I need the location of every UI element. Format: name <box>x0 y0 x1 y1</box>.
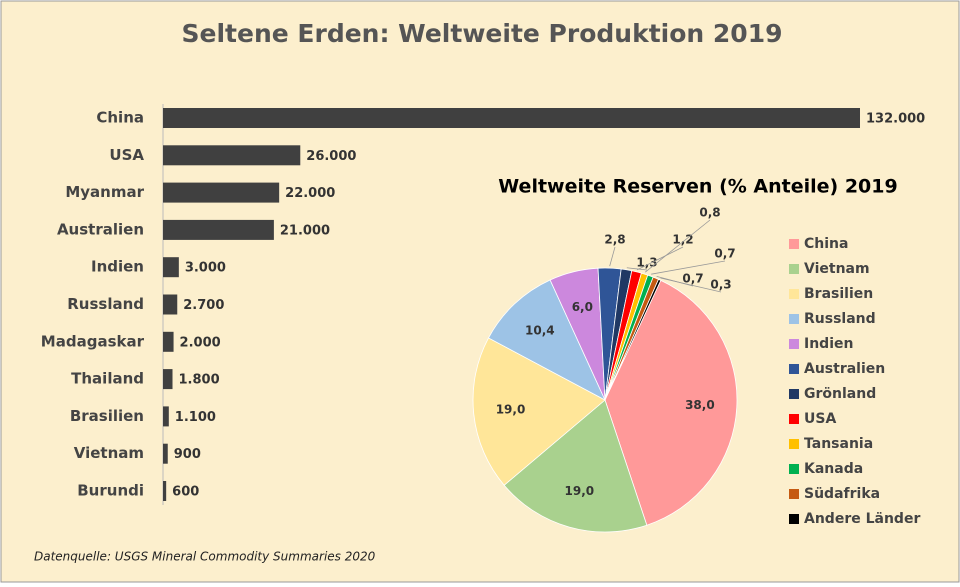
pie-title: Weltweite Reserven (% Anteile) 2019 <box>498 176 897 198</box>
legend-swatch <box>789 314 799 324</box>
legend-label: Indien <box>804 336 853 352</box>
leader-line <box>636 246 684 271</box>
category-label: USA <box>109 146 144 164</box>
legend-label: Australien <box>804 361 885 377</box>
category-label: Brasilien <box>70 407 144 425</box>
leader-line <box>660 277 722 293</box>
category-label: Russland <box>67 295 144 313</box>
value-label: 21.000 <box>280 223 330 238</box>
legend-label: USA <box>804 411 836 427</box>
bar <box>163 182 280 203</box>
bar <box>163 108 860 128</box>
value-label: 1.800 <box>179 373 220 388</box>
legend-swatch <box>789 514 799 524</box>
value-label: 19,0 <box>565 484 595 498</box>
value-label: 132.000 <box>866 112 925 127</box>
chart-title: Seltene Erden: Weltweite Produktion 2019 <box>182 19 783 48</box>
category-label: Thailand <box>71 370 144 388</box>
bar <box>163 331 174 352</box>
legend-label: Tansania <box>804 436 873 452</box>
pie-slice <box>503 399 648 533</box>
value-label: 900 <box>174 447 201 462</box>
legend-swatch <box>789 289 799 299</box>
value-label: 2.700 <box>183 298 224 313</box>
leader-line <box>609 246 616 267</box>
legend-swatch <box>789 364 799 374</box>
leader-line <box>644 219 711 273</box>
pie-slice <box>487 279 606 401</box>
value-label: 1,3 <box>636 256 657 270</box>
value-label: 3.000 <box>185 261 226 276</box>
value-label: 26.000 <box>306 149 356 164</box>
legend-label: Grönland <box>804 386 876 402</box>
legend-swatch <box>789 239 799 249</box>
value-label: 0,3 <box>710 278 731 292</box>
legend-swatch <box>789 389 799 399</box>
value-label: 2.000 <box>180 335 221 350</box>
bar <box>163 145 301 166</box>
bar <box>163 369 173 390</box>
legend-swatch <box>789 489 799 499</box>
category-label: Vietnam <box>74 444 144 462</box>
pie-slice <box>604 278 662 401</box>
legend-label: Kanada <box>804 461 863 477</box>
value-label: 0,7 <box>682 272 703 286</box>
pie-slice <box>604 279 738 526</box>
value-label: 0,8 <box>699 206 720 220</box>
legend-swatch <box>789 264 799 274</box>
legend-label: Andere Länder <box>804 511 920 527</box>
value-label: 19,0 <box>496 403 526 417</box>
value-label: 38,0 <box>685 398 715 412</box>
legend-label: China <box>804 236 848 252</box>
legend-label: Vietnam <box>804 261 870 277</box>
value-label: 600 <box>172 485 199 500</box>
legend-swatch <box>789 439 799 449</box>
value-label: 1,2 <box>672 233 693 247</box>
legend-label: Brasilien <box>804 286 873 302</box>
value-label: 0,7 <box>714 247 735 261</box>
value-label: 1.100 <box>175 410 216 425</box>
bar <box>163 406 169 427</box>
legend-label: Südafrika <box>804 486 880 502</box>
leader-line <box>626 267 648 271</box>
bar <box>163 219 274 240</box>
legend-swatch <box>789 414 799 424</box>
value-label: 10,4 <box>525 323 555 337</box>
pie-slice <box>472 337 606 486</box>
category-label: Burundi <box>77 482 144 500</box>
category-label: Indien <box>91 258 144 276</box>
bar <box>163 294 178 315</box>
category-label: Myanmar <box>65 183 144 201</box>
bar <box>163 443 168 464</box>
legend-label: Russland <box>804 311 876 327</box>
value-label: 2,8 <box>604 233 625 247</box>
source: Datenquelle: USGS Mineral Commodity Summ… <box>34 550 376 564</box>
category-label: China <box>96 109 144 127</box>
value-label: 6,0 <box>572 300 593 314</box>
leader-line <box>651 260 726 275</box>
value-label: 22.000 <box>285 186 335 201</box>
bar <box>163 481 167 501</box>
category-label: Madagaskar <box>41 332 145 350</box>
category-label: Australien <box>57 220 144 238</box>
legend-swatch <box>789 339 799 349</box>
legend-swatch <box>789 464 799 474</box>
bar <box>163 257 179 278</box>
